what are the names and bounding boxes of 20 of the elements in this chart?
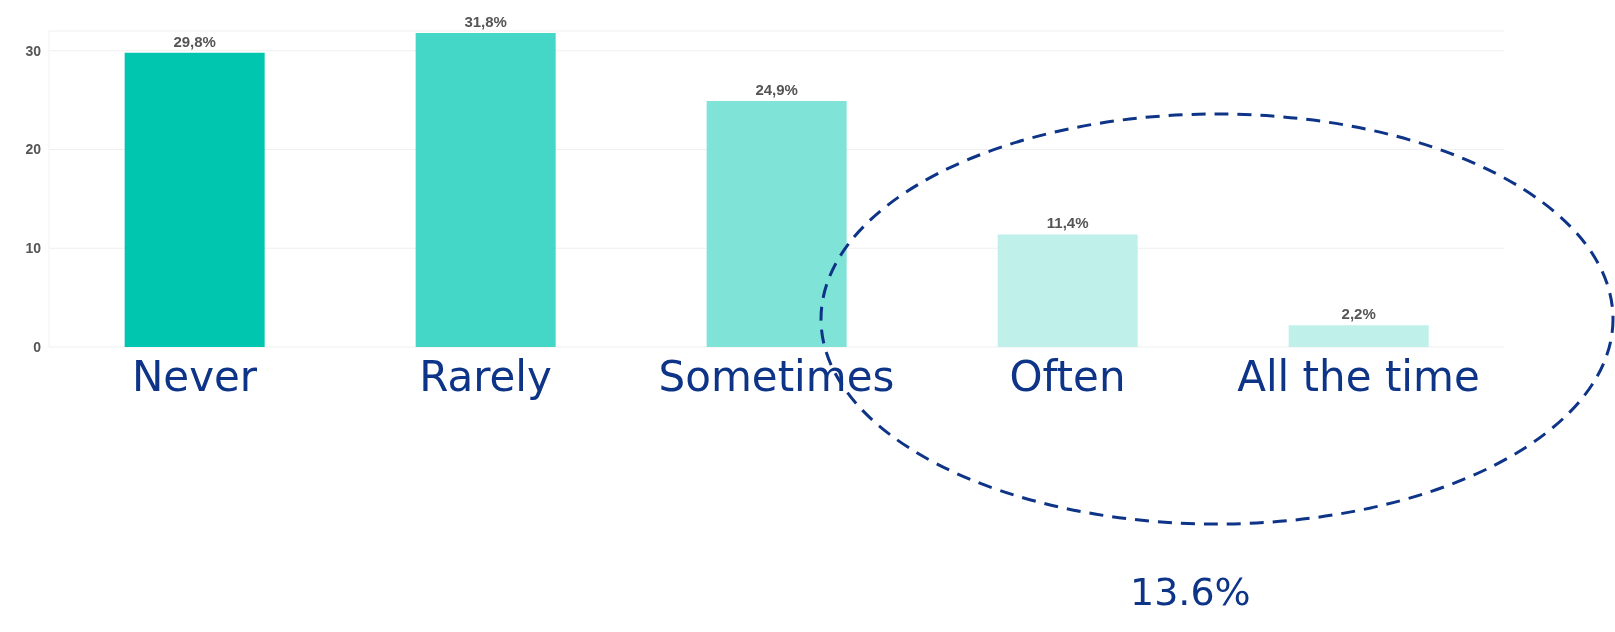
x-tick-label: Often [1009,351,1126,401]
data-label: 29,8% [173,32,216,50]
bar [415,32,556,347]
x-tick-label: Never [131,351,258,401]
x-tick-label: All the time [1237,351,1480,401]
x-tick-label: Sometimes [658,351,895,401]
data-label: 31,8% [464,12,507,30]
bar [1288,325,1429,347]
data-label: 24,9% [755,81,798,99]
bar [997,234,1138,347]
bar [124,52,265,347]
y-tick-label: 30 [25,42,42,59]
data-label: 2,2% [1341,305,1376,323]
data-label: 11,4% [1046,214,1089,232]
y-tick-label: 10 [25,240,42,257]
y-tick-label: 20 [25,141,42,158]
bar [706,101,847,347]
x-tick-label: Rarely [419,351,552,401]
y-tick-label: 0 [33,338,42,355]
text: 13.6% [1130,570,1251,614]
